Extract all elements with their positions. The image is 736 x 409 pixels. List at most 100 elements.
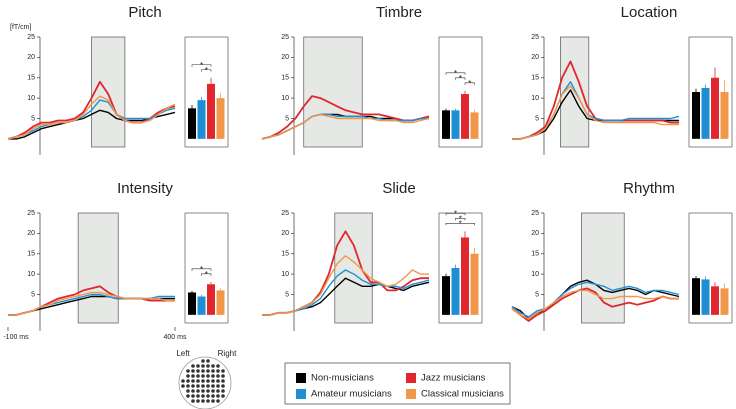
waveform: [8, 291, 175, 316]
sensor-dot: [191, 374, 195, 378]
waveform: [512, 85, 679, 140]
bar: [711, 286, 719, 315]
legend-swatch: [296, 389, 306, 399]
significance-bracket: [191, 64, 212, 67]
bar: [216, 98, 225, 139]
sensor-dot: [211, 384, 215, 388]
significance-label: *: [200, 61, 203, 70]
waveform: [511, 287, 679, 322]
sensor-dot: [211, 389, 215, 393]
y-tick-label: 15: [281, 251, 289, 258]
sensor-dot: [206, 359, 210, 363]
bar: [188, 292, 196, 315]
y-tick-label: 10: [27, 271, 35, 278]
significance-bracket: [445, 72, 466, 75]
significance-bracket: [455, 218, 466, 221]
sensor-dot: [196, 364, 200, 368]
bar: [720, 92, 729, 139]
sensor-dot: [211, 369, 215, 373]
sensor-dot: [221, 369, 225, 373]
x-tick-label: -100 ms: [3, 334, 29, 341]
bar: [461, 94, 469, 139]
panel-title: Timbre: [376, 4, 422, 21]
bar: [216, 290, 225, 315]
bar: [711, 77, 719, 139]
sensor-dot: [191, 399, 195, 403]
y-tick-label: 25: [27, 34, 35, 41]
bar: [207, 83, 215, 139]
sensor-dot: [191, 384, 195, 388]
y-tick-label: 5: [31, 115, 35, 122]
y-tick-label: 20: [281, 54, 289, 61]
sensor-dot: [221, 389, 225, 393]
y-tick-label: 15: [281, 75, 289, 82]
y-axis-unit: [fT/cm]: [10, 24, 31, 31]
sensor-dot: [196, 369, 200, 373]
sensor-dot: [216, 384, 220, 388]
bar: [188, 108, 196, 139]
significance-label: *: [200, 265, 203, 274]
sensor-dot: [206, 374, 210, 378]
y-tick-label: 20: [281, 230, 289, 237]
significance-label: *: [205, 66, 208, 75]
significance-bracket: [455, 77, 466, 80]
y-tick-label: 5: [31, 291, 35, 298]
y-tick-label: 10: [531, 95, 539, 102]
sensor-dot: [201, 374, 205, 378]
sensor-dot: [186, 384, 190, 388]
panel-title: Intensity: [117, 180, 173, 197]
sensor-dot: [181, 379, 185, 383]
y-tick-label: 15: [27, 75, 35, 82]
stimulus-window: [91, 36, 126, 148]
y-tick-label: 20: [531, 230, 539, 237]
significance-bracket: [445, 213, 466, 216]
sensor-dot: [221, 374, 225, 378]
y-tick-label: 15: [531, 75, 539, 82]
legend-box: [284, 362, 511, 405]
y-tick-label: 20: [531, 54, 539, 61]
significance-label: *: [454, 69, 457, 78]
significance-label: *: [459, 74, 462, 83]
y-tick-label: 10: [281, 271, 289, 278]
significance-label: *: [454, 209, 457, 218]
y-tick-label: 5: [535, 291, 539, 298]
x-tick-label: 400 ms: [164, 334, 187, 341]
electrode-label: Left: [176, 349, 190, 358]
significance-label: *: [468, 79, 471, 88]
sensor-dot: [191, 389, 195, 393]
sensor-dot: [186, 389, 190, 393]
sensor-dot: [221, 384, 225, 388]
waveform: [511, 289, 679, 320]
y-tick-label: 15: [531, 251, 539, 258]
significance-bracket: [191, 268, 212, 271]
bar: [470, 112, 479, 139]
significance-label: *: [205, 270, 208, 279]
waveform: [262, 255, 429, 316]
sensor-dot: [206, 399, 210, 403]
significance-bracket: [445, 223, 475, 226]
sensor-dot: [221, 394, 225, 398]
y-tick-label: 20: [27, 230, 35, 237]
sensor-dot: [206, 364, 210, 368]
y-tick-label: 25: [531, 34, 539, 41]
sensor-dot: [201, 364, 205, 368]
panel-title: Slide: [382, 180, 415, 197]
bar: [442, 110, 450, 139]
panel-title: Location: [621, 4, 678, 21]
sensor-dot: [196, 374, 200, 378]
legend-label: Classical musicians: [421, 389, 504, 400]
sensor-dot: [216, 379, 220, 383]
panel-title: Pitch: [128, 4, 161, 21]
y-tick-label: 10: [27, 95, 35, 102]
sensor-dot: [206, 394, 210, 398]
significance-bracket: [201, 273, 212, 276]
y-tick-label: 25: [281, 34, 289, 41]
significance-label: *: [459, 219, 462, 228]
sensor-dot: [196, 379, 200, 383]
waveform: [512, 81, 680, 140]
sensor-dot: [211, 364, 215, 368]
sensor-dot: [191, 369, 195, 373]
y-tick-label: 15: [27, 251, 35, 258]
bar: [701, 87, 710, 139]
sensor-dot: [201, 369, 205, 373]
